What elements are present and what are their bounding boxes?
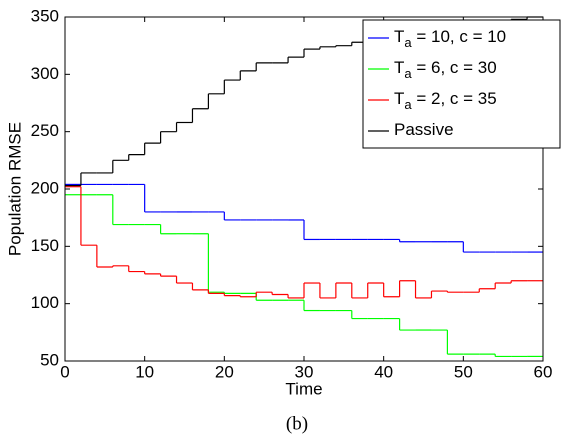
plot-frame — [64, 16, 544, 362]
legend-label-part: = 6, c = 30 — [412, 58, 497, 77]
y-tick-label: 100 — [31, 293, 59, 312]
x-tick-label: 50 — [454, 362, 473, 381]
legend-label-part: T — [394, 58, 404, 77]
legend-label: Ta = 6, c = 30 — [394, 58, 497, 81]
y-tick-label: 350 — [31, 6, 59, 25]
legend-label-part: T — [394, 89, 404, 108]
y-tick-label: 150 — [31, 236, 59, 255]
legend-label-part: a — [404, 66, 412, 81]
legend-label: Passive — [394, 120, 454, 139]
legend-label-part: T — [394, 27, 404, 46]
caption: (b) — [286, 413, 308, 434]
legend-label-part: a — [404, 97, 412, 112]
y-tick-label: 300 — [31, 64, 59, 83]
legend-label: Ta = 10, c = 10 — [394, 27, 506, 50]
series — [65, 194, 543, 358]
x-tick-label: 30 — [295, 362, 314, 381]
x-axis-label: Time — [285, 379, 322, 398]
legend-label-part: Passive — [394, 120, 454, 139]
x-tick-label: 40 — [374, 362, 393, 381]
legend-label-part: = 2, c = 35 — [412, 89, 497, 108]
x-tick-label: 20 — [215, 362, 234, 381]
y-tick-label: 250 — [31, 121, 59, 140]
series — [65, 186, 543, 299]
x-tick-label: 0 — [60, 362, 69, 381]
y-tick-label: 50 — [40, 350, 59, 369]
y-tick-label: 200 — [31, 178, 59, 197]
legend-label-part: a — [404, 35, 412, 50]
legend-label: Ta = 2, c = 35 — [394, 89, 497, 112]
x-tick-label: 60 — [534, 362, 553, 381]
x-tick-label: 10 — [135, 362, 154, 381]
legend-label-part: = 10, c = 10 — [412, 27, 507, 46]
series — [65, 183, 543, 253]
y-axis-label: Population RMSE — [5, 122, 24, 256]
legend-box — [362, 19, 561, 149]
